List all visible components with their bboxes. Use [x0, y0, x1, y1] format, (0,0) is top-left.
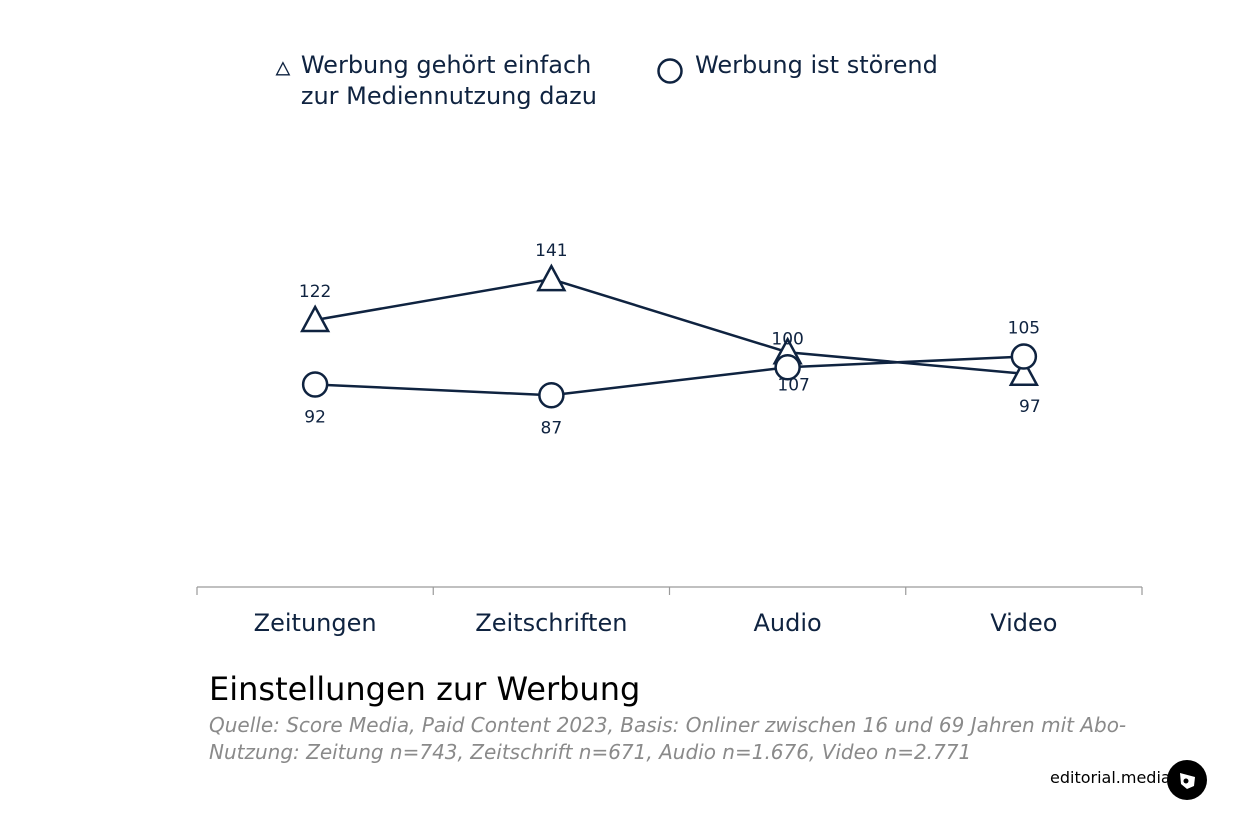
data-label: 97: [1019, 397, 1041, 417]
chart-title: Einstellungen zur Werbung: [209, 670, 641, 708]
x-tick-label: Audio: [754, 609, 822, 637]
circle-marker: [1010, 343, 1038, 370]
chart-svg: Zeitungen Zeitschriften Audio Video 122 141 10…: [196, 241, 1143, 637]
data-label: 92: [304, 408, 326, 428]
editorial-media-logo-icon: [1167, 760, 1207, 800]
data-label: 141: [535, 241, 567, 261]
circle-marker: [301, 371, 329, 398]
data-label: 87: [541, 418, 563, 438]
x-tick-label: Video: [990, 609, 1057, 637]
line-chart: Zeitungen Zeitschriften Audio Video 122 141 10…: [196, 50, 1143, 637]
brand-name: editorial.media: [1050, 768, 1171, 787]
legend-label-1: Werbung gehört einfach zur Mediennutzung…: [300, 51, 597, 110]
x-tick-label: Zeitschriften: [475, 609, 627, 637]
data-label: 100: [771, 329, 803, 349]
circle-marker: [774, 354, 801, 381]
series-line-1: [314, 277, 1024, 375]
series-line-2: [315, 355, 1024, 397]
source-note: Quelle: Score Media, Paid Content 2023, …: [209, 713, 1127, 764]
legend-label-2: Werbung ist störend: [695, 51, 938, 79]
triangle-marker: [536, 263, 567, 292]
data-label: 122: [299, 282, 331, 302]
legend-item-advertising-part-of-media: Werbung gehört einfach zur Mediennutzung…: [275, 50, 615, 112]
circle-marker: [538, 382, 565, 409]
x-tick-label: Zeitungen: [254, 609, 377, 637]
triangle-marker: [300, 304, 331, 333]
triangle-marker-icon: [275, 61, 291, 76]
triangle-marker: [1008, 358, 1039, 386]
data-label: 105: [1008, 319, 1040, 339]
legend-item-advertising-disturbing: Werbung ist störend: [655, 50, 955, 84]
circle-marker-icon: [657, 58, 683, 84]
